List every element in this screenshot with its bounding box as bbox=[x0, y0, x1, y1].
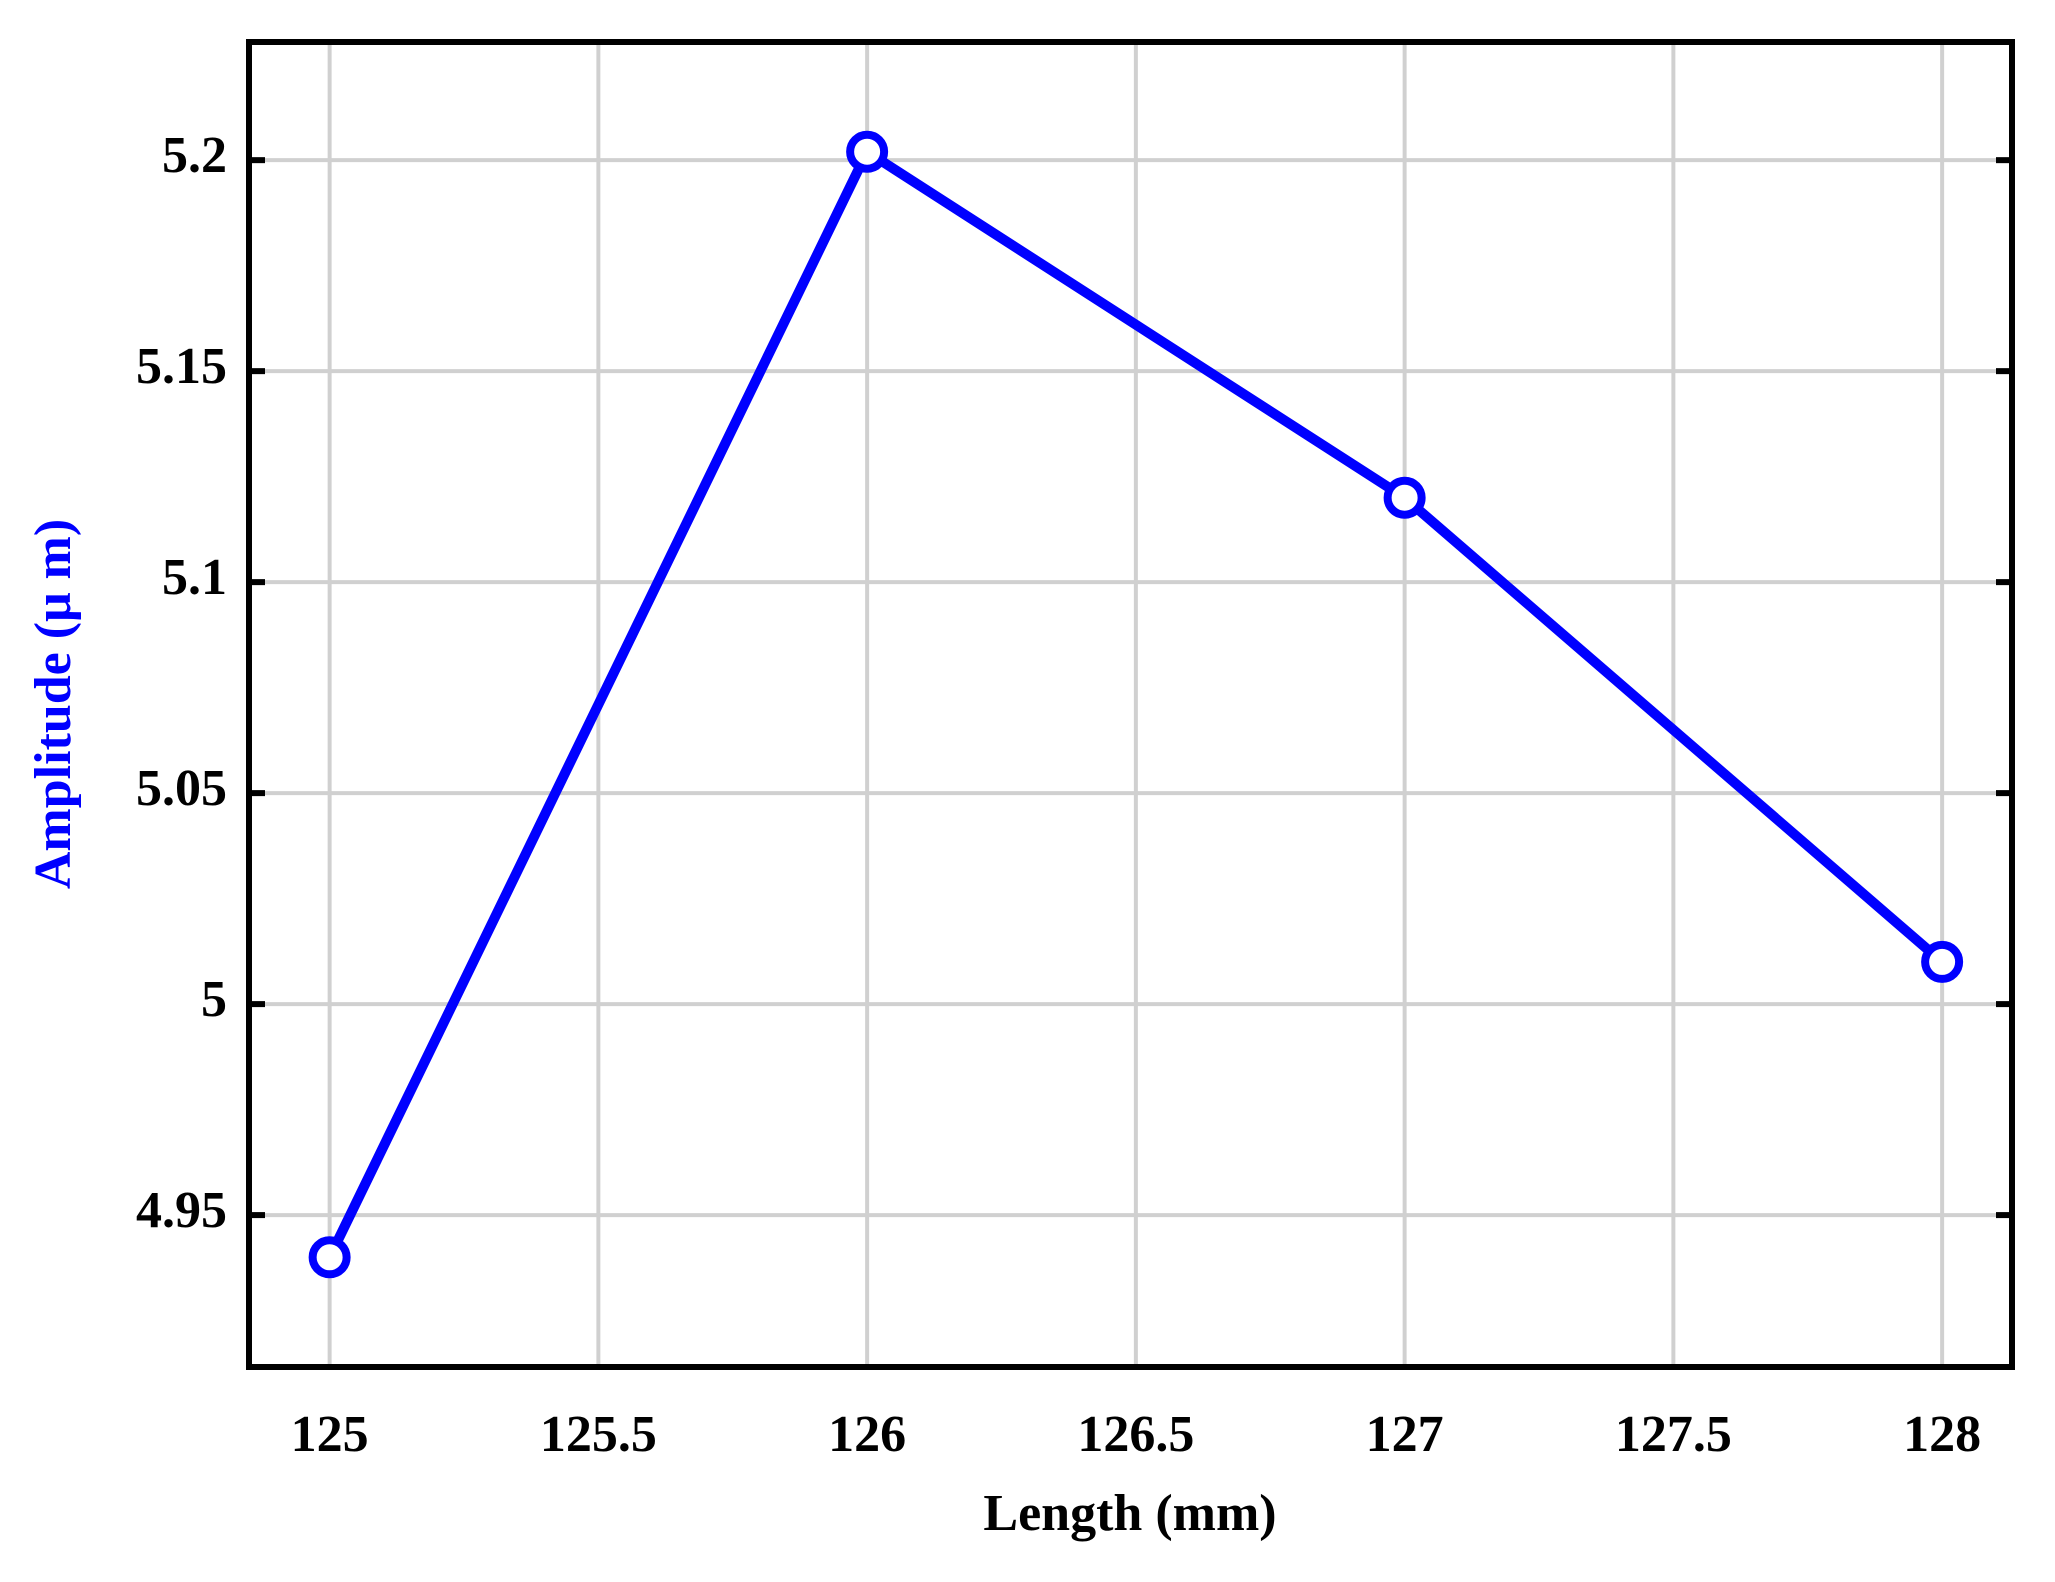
plot-frame bbox=[246, 39, 2015, 1370]
y-tick-label: 4.95 bbox=[136, 1182, 227, 1239]
y-tick-label: 5.05 bbox=[136, 760, 227, 817]
x-tick-label: 125 bbox=[291, 1406, 369, 1463]
y-tick-label: 5 bbox=[201, 971, 227, 1028]
point bbox=[846, 130, 889, 173]
y-tick-label: 5.1 bbox=[162, 549, 227, 606]
point bbox=[1921, 940, 1964, 983]
x-tick-label: 127.5 bbox=[1615, 1406, 1732, 1463]
x-tick-label: 126 bbox=[828, 1406, 906, 1463]
y-tick-label: 5.15 bbox=[136, 338, 227, 395]
point bbox=[1383, 476, 1426, 519]
x-tick-label: 127 bbox=[1366, 1406, 1444, 1463]
x-tick-label: 128 bbox=[1903, 1406, 1981, 1463]
x-axis-label: Length (mm) bbox=[983, 1485, 1276, 1542]
y-tick-label: 5.2 bbox=[162, 127, 227, 184]
y-axis-label: Amplitude (μ m) bbox=[25, 519, 82, 889]
point bbox=[308, 1236, 351, 1279]
x-tick-label: 125.5 bbox=[540, 1406, 657, 1463]
line bbox=[325, 146, 1946, 1260]
x-tick-label: 126.5 bbox=[1077, 1406, 1194, 1463]
